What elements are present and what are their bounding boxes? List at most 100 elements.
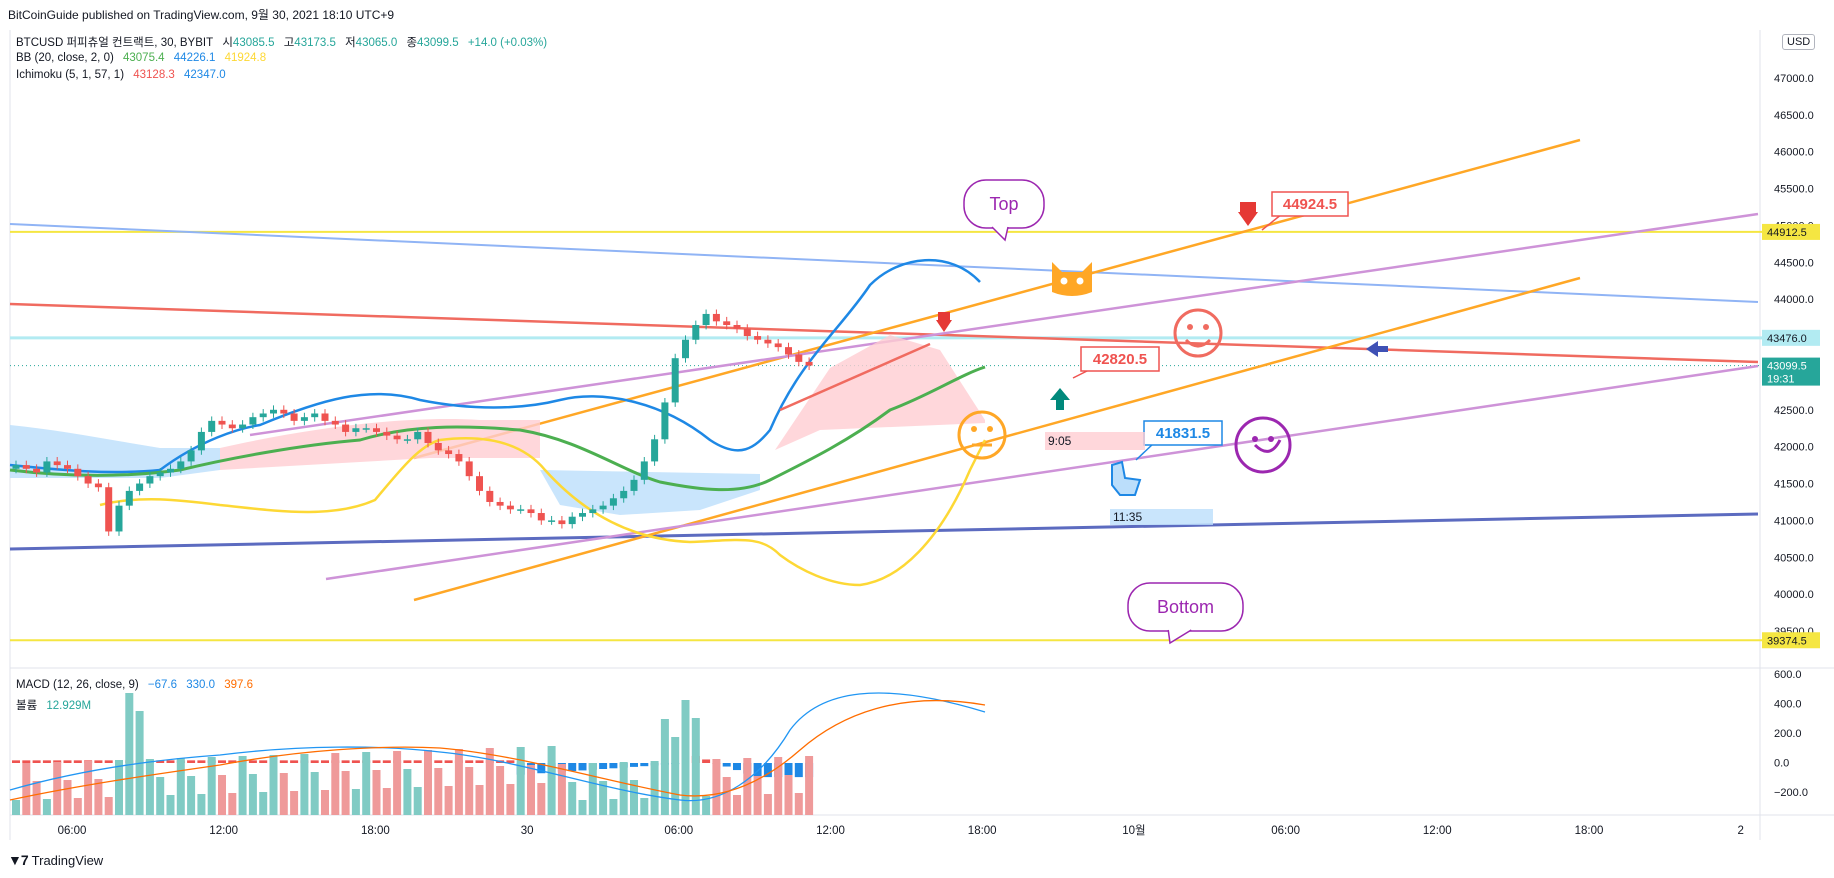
macd-histogram-bar (187, 760, 196, 763)
time-tick: 18:00 (968, 825, 997, 837)
candle-body (774, 343, 782, 348)
macd-histogram-bar (341, 760, 350, 763)
candle-body (795, 354, 803, 362)
price-tick: 44000.0 (1774, 294, 1814, 306)
candle-body (424, 431, 432, 443)
volume-bar (248, 774, 257, 815)
price-note-44924: 44924.5 (1261, 191, 1349, 231)
bb-upper (9, 259, 981, 474)
volume-bar (187, 776, 196, 815)
candle-body (156, 472, 164, 477)
macd-histogram-bar (382, 760, 391, 763)
volume-bar (805, 756, 814, 815)
volume-bar (465, 767, 474, 815)
top-callout: Top (963, 179, 1045, 242)
left-arrow-icon (1366, 341, 1388, 357)
macd-line (9, 692, 986, 802)
down-arrow-icon (936, 312, 952, 332)
ichimoku-legend[interactable]: Ichimoku (5, 1, 57, 1) 43128.3 42347.0 (16, 69, 226, 81)
candle-body (733, 325, 741, 329)
candle-body (579, 513, 586, 517)
face-eye (1187, 324, 1193, 330)
candle-body (393, 435, 401, 440)
change-value: +14.0 (+0.03%) (467, 37, 548, 49)
time-range-9-05 (1045, 432, 1145, 450)
macd-histogram-bar (444, 760, 453, 763)
candle-body (270, 409, 277, 414)
note-text: 41831.5 (1156, 425, 1210, 442)
volume-bar (413, 787, 422, 815)
candle-body (197, 431, 205, 451)
macd-histogram-bar (63, 760, 72, 763)
candle-body (805, 361, 813, 366)
macd-legend[interactable]: MACD (12, 26, close, 9) −67.6 330.0 397.… (16, 679, 253, 691)
macd-histogram-bar (784, 763, 793, 778)
volume-bar (794, 793, 803, 815)
candle-body (342, 424, 350, 432)
macd-histogram-bar (722, 763, 731, 767)
macd-tick: 200.0 (1774, 728, 1802, 740)
price-label-bg (1762, 329, 1820, 346)
macd-histogram-bar (310, 760, 319, 763)
callout-text: Top (989, 194, 1018, 214)
volume-bar (619, 762, 628, 815)
macd-histogram-bar (12, 760, 20, 763)
macd-histogram-bar (22, 760, 31, 763)
candle-body (754, 336, 762, 340)
candle-body (712, 313, 720, 322)
macd-histogram-bar (640, 763, 649, 767)
macd-histogram-bar (578, 763, 587, 771)
candle-body (352, 428, 360, 432)
volume-bar (527, 765, 535, 815)
publish-info: BitCoinGuide published on TradingView.co… (8, 8, 395, 22)
symbol-name[interactable]: BTCUSD 퍼피츄얼 컨트랙트, 30, BYBIT (16, 37, 214, 49)
volume-bar (279, 773, 288, 815)
candle-body (537, 513, 545, 521)
price-label: 44912.5 (1767, 227, 1807, 239)
volume-bar (259, 792, 268, 815)
volume-bar (609, 799, 618, 815)
price-label-bg (1762, 357, 1820, 386)
volume-bar (166, 795, 175, 815)
candle-body (43, 461, 51, 473)
macd-histogram-bar (259, 760, 268, 763)
price-tick: 42500.0 (1774, 405, 1814, 417)
volume-bar (310, 772, 319, 815)
time-tick: 10월 (1122, 824, 1145, 837)
volume-bar (104, 797, 113, 815)
volume-bar (12, 800, 20, 815)
volume-bar (434, 768, 443, 815)
cat-eye (1060, 277, 1068, 285)
candle-body (239, 424, 247, 429)
candle-body (486, 490, 494, 502)
candle-body (476, 476, 483, 491)
candle-body (177, 461, 185, 469)
volume-bar (228, 793, 237, 815)
volume-bar (516, 747, 525, 815)
volume-bar (269, 755, 278, 815)
bb-legend[interactable]: BB (20, close, 2, 0) 43075.4 44226.1 419… (16, 52, 267, 64)
tradingview-footer[interactable]: ▼7 TradingView (8, 852, 104, 868)
candle-body (455, 454, 463, 462)
volume-bar (156, 777, 165, 815)
macd-histogram-bar (53, 760, 62, 763)
currency-button[interactable]: USD (1782, 34, 1816, 50)
candle-body (311, 413, 319, 418)
candle-body (517, 509, 525, 511)
macd-histogram-bar (166, 760, 175, 763)
face-mouth (1184, 338, 1212, 348)
volume-bar (702, 796, 711, 815)
macd-histogram-bar (568, 763, 577, 772)
volume-legend[interactable]: 볼륨 12.929M (16, 700, 92, 712)
note-pointer (1135, 442, 1155, 461)
macd-histogram-bar (413, 760, 422, 763)
macd-histogram-bar (599, 763, 608, 769)
down-arrow-icon (1238, 202, 1258, 226)
candle-body (661, 402, 669, 440)
macd-histogram-bar (609, 763, 618, 769)
volume-bar (743, 758, 752, 815)
volume-bar (125, 693, 134, 815)
candle-body (290, 413, 298, 421)
callout-tail (991, 226, 1009, 242)
